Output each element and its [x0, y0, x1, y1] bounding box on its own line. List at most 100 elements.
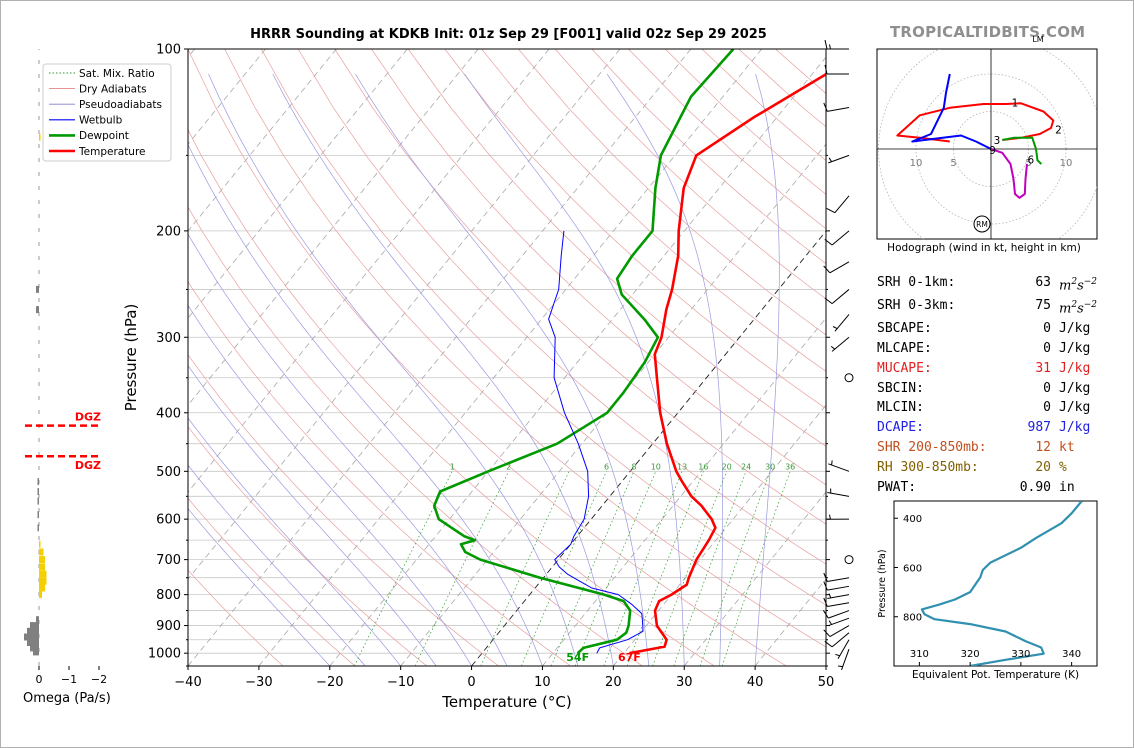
omega-bar — [30, 622, 39, 630]
omega-bar — [37, 511, 39, 519]
hodograph-trace — [896, 102, 1055, 143]
mixing-ratio-label: 20 — [722, 462, 732, 471]
omega-bar — [27, 639, 39, 646]
stat-label: MLCAPE: — [877, 341, 932, 357]
wind-barb-staff — [828, 617, 850, 627]
omega-bar — [37, 488, 39, 495]
wind-barb-feather — [824, 39, 828, 50]
isotherm-line — [542, 317, 826, 666]
stat-label: MLCIN: — [877, 400, 924, 416]
mixing-ratio-line — [480, 471, 570, 666]
omega-bar — [37, 497, 39, 505]
stat-unit: m2s−2 — [1059, 300, 1098, 317]
y-tick-label: 1000 — [148, 647, 181, 662]
stat-value: 0 — [1043, 400, 1051, 416]
mixing-ratio-line — [626, 471, 704, 666]
stat-value: 31 — [1035, 360, 1051, 376]
theta-e-x-tick-label: 330 — [1011, 649, 1030, 660]
omega-bar — [30, 644, 39, 652]
theta-e-frame — [893, 500, 1098, 667]
wind-barb-staff — [831, 632, 850, 648]
wind-barb-feather — [824, 640, 833, 648]
pseudoadiabat — [188, 304, 472, 666]
wind-barb-half-feather — [830, 346, 836, 350]
stat-label: PWAT: — [877, 479, 917, 495]
mixing-ratio-label: 8 — [631, 462, 636, 471]
stat-row: MLCIN: 0 J/kg — [877, 398, 1097, 418]
wind-barb-staff — [827, 602, 850, 607]
wind-barb-feather — [823, 597, 828, 607]
y-tick-label: 700 — [156, 553, 181, 568]
isotherm-line — [471, 230, 826, 666]
stat-label: SRH 0-1km: — [877, 275, 956, 290]
stat-row: SBCAPE: 0 J/kg — [877, 319, 1097, 339]
x-tick-label: 50 — [818, 675, 835, 690]
dry-adiabat — [188, 497, 356, 666]
wind-barb-feather — [824, 239, 833, 246]
pseudoadiabat — [355, 73, 650, 666]
stat-row: SBCIN: 0 J/kg — [877, 379, 1097, 399]
hodograph-height-label: 9 — [989, 145, 996, 157]
stat-value: 987 — [1027, 420, 1051, 436]
theta-e-x-tick-label: 340 — [1062, 649, 1081, 660]
dry-adiabat — [407, 49, 826, 447]
omega-bar — [36, 616, 39, 624]
omega-bar — [24, 633, 39, 641]
stat-value: 0.90 — [1019, 479, 1051, 495]
pseudoadiabat — [188, 143, 543, 666]
dry-adiabat — [554, 49, 826, 300]
profile-dewpoint — [432, 49, 735, 655]
figure-title: HRRR Sounding at KDKB Init: 01z Sep 29 [… — [250, 27, 767, 42]
dry-adiabat — [334, 49, 826, 525]
stat-value: 0 — [1043, 341, 1051, 357]
stat-unit: % — [1059, 459, 1067, 475]
wind-barb-staff — [827, 594, 850, 599]
skewt-clip-group: 1 2 6 8 10 13 16 20 24 30 36 — [188, 49, 826, 666]
legend-label: Dry Adiabats — [79, 83, 147, 95]
calm-wind-marker — [844, 555, 854, 565]
hodograph-height-label: 2 — [1055, 125, 1062, 137]
x-tick-label: 20 — [605, 675, 622, 690]
stat-label: MUCAPE: — [877, 360, 932, 376]
dry-adiabat — [371, 49, 826, 486]
omega-bar — [37, 478, 39, 486]
dry-adiabat — [188, 281, 571, 666]
wind-barb-feather — [824, 297, 833, 304]
stat-row: RH 300-850mb: 20% — [877, 458, 1097, 478]
legend-label: Temperature — [78, 146, 146, 158]
pseudoadiabat — [272, 73, 614, 666]
wind-barb-half-feather — [828, 157, 833, 162]
pseudoadiabat — [464, 73, 685, 666]
omega-bar — [39, 577, 47, 585]
legend: Sat. Mix. Ratio Dry Adiabats Pseudoadiabat… — [42, 63, 172, 162]
stat-unit: in — [1059, 479, 1075, 495]
isotherm-line — [188, 49, 479, 406]
theta-e-profile — [920, 501, 1083, 666]
mixing-ratio-label: 24 — [741, 462, 751, 471]
stat-unit: J/kg — [1059, 360, 1091, 376]
wind-barb-half-feather — [828, 620, 833, 625]
omega-x-tick-label: −2 — [91, 673, 107, 686]
omega-bar — [39, 133, 41, 141]
wind-barb-feather — [822, 610, 829, 619]
stat-unit: m2s−2 — [1059, 277, 1098, 294]
isotherm-line — [683, 491, 826, 666]
wind-barb-staff — [827, 585, 850, 591]
mixing-ratio-line — [353, 471, 453, 666]
sounding-stats-table: SRH 0-1km: 63 m2s−2 SRH 0-3km: 75 m2s−2 SBCAPE… — [877, 273, 1097, 497]
wind-barb-staff — [827, 107, 850, 112]
wind-barb-half-feather — [831, 460, 833, 466]
mixing-ratio-label: 10 — [651, 462, 661, 471]
pseudoadiabat — [188, 364, 437, 666]
stat-label: SHR 200-850mb: — [877, 440, 987, 456]
wind-barb-staff — [827, 492, 850, 497]
stat-row: MUCAPE: 31 J/kg — [877, 359, 1097, 379]
isotherm-line — [188, 49, 337, 232]
skewt-plot: 1 2 6 8 10 13 16 20 24 30 36 54F 67F −40 −30 −20 −10 0 10 2… — [42, 43, 835, 711]
legend-label: Wetbulb — [79, 115, 123, 127]
stat-unit: J/kg — [1059, 380, 1091, 396]
isotherm-line — [400, 143, 826, 666]
x-axis-label: Temperature (°C) — [441, 693, 571, 711]
dry-adiabat — [518, 49, 826, 336]
